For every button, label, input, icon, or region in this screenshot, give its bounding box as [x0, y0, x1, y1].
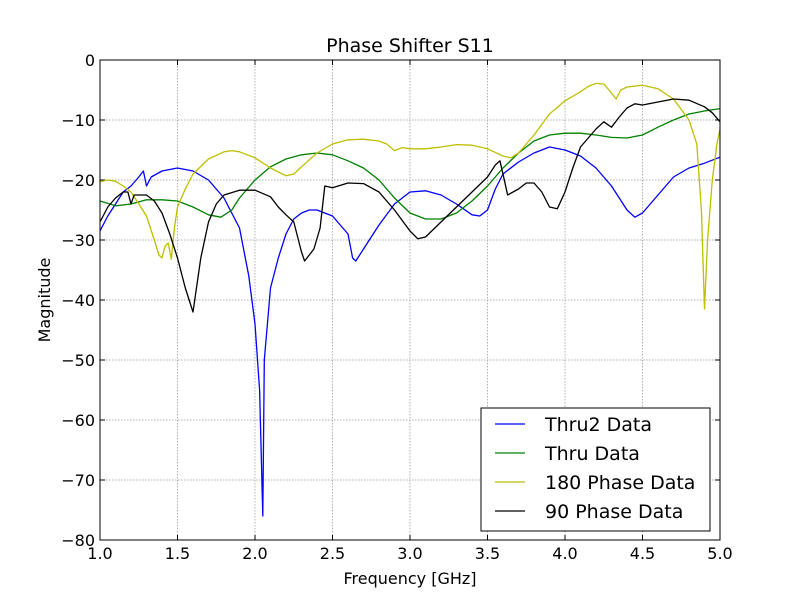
legend-label-1: Thru Data [544, 443, 640, 465]
x-axis-ticks: 1.0 1.5 2.0 2.5 3.0 3.5 4.0 4.5 5.0 [87, 60, 733, 563]
chart-title: Phase Shifter S11 [326, 35, 494, 57]
legend-label-0: Thru2 Data [544, 414, 652, 436]
y-tick-label: 0 [85, 51, 95, 70]
series-line-1 [99, 107, 721, 220]
legend-label-2: 180 Phase Data [545, 472, 695, 494]
y-tick-label: −50 [61, 351, 95, 370]
x-tick-label: 5.0 [707, 544, 732, 563]
legend: Thru2 Data Thru Data 180 Phase Data 90 Phas… [480, 407, 711, 532]
y-tick-label: −80 [61, 531, 95, 550]
x-tick-label: 2.5 [320, 544, 345, 563]
x-tick-label: 4.5 [630, 544, 655, 563]
y-tick-label: −40 [61, 291, 95, 310]
y-tick-label: −20 [61, 171, 95, 190]
x-axis-label: Frequency [GHz] [343, 569, 476, 588]
y-tick-label: −70 [61, 471, 95, 490]
series-lines [99, 82, 721, 517]
series-line-0 [99, 146, 721, 517]
x-tick-label: 3.0 [397, 544, 422, 563]
y-tick-label: −10 [61, 111, 95, 130]
x-tick-label: 2.0 [242, 544, 267, 563]
x-tick-label: 1.0 [87, 544, 112, 563]
y-axis-label: Magnitude [35, 258, 54, 343]
x-tick-label: 3.5 [475, 544, 500, 563]
x-tick-label: 4.0 [552, 544, 577, 563]
x-tick-label: 1.5 [165, 544, 190, 563]
series-line-2 [99, 82, 721, 310]
plot-frame [99, 59, 721, 541]
legend-label-3: 90 Phase Data [545, 501, 683, 523]
series-line-3 [99, 98, 721, 313]
y-tick-label: −60 [61, 411, 95, 430]
y-axis-ticks: 0 −10 −20 −30 −40 −50 −60 −70 −80 [61, 51, 720, 550]
y-tick-label: −30 [61, 231, 95, 250]
